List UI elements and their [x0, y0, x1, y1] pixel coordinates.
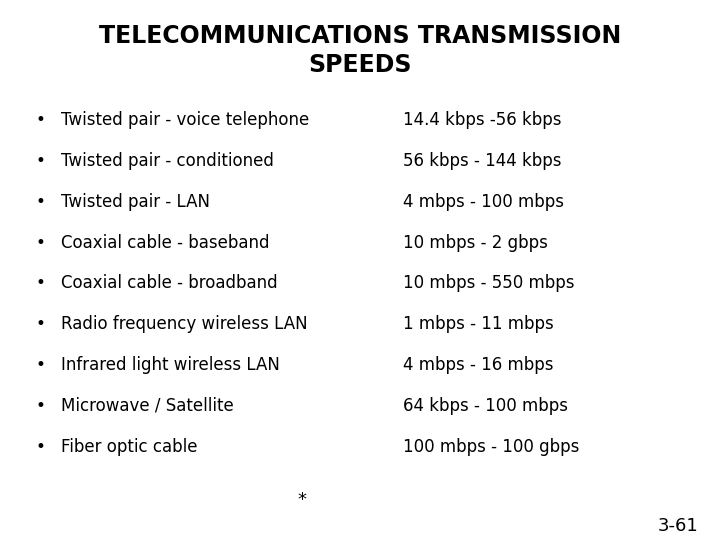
Text: Twisted pair - LAN: Twisted pair - LAN — [61, 193, 210, 211]
Text: 4 mbps - 100 mbps: 4 mbps - 100 mbps — [403, 193, 564, 211]
Text: •: • — [36, 111, 46, 129]
Text: •: • — [36, 315, 46, 333]
Text: Fiber optic cable: Fiber optic cable — [61, 437, 198, 456]
Text: Twisted pair - conditioned: Twisted pair - conditioned — [61, 152, 274, 170]
Text: Microwave / Satellite: Microwave / Satellite — [61, 397, 234, 415]
Text: •: • — [36, 356, 46, 374]
Text: 4 mbps - 16 mbps: 4 mbps - 16 mbps — [403, 356, 554, 374]
Text: 10 mbps - 2 gbps: 10 mbps - 2 gbps — [403, 234, 548, 252]
Text: •: • — [36, 397, 46, 415]
Text: 56 kbps - 144 kbps: 56 kbps - 144 kbps — [403, 152, 562, 170]
Text: •: • — [36, 274, 46, 293]
Text: 3-61: 3-61 — [657, 517, 698, 535]
Text: Radio frequency wireless LAN: Radio frequency wireless LAN — [61, 315, 308, 333]
Text: •: • — [36, 234, 46, 252]
Text: •: • — [36, 437, 46, 456]
Text: Twisted pair - voice telephone: Twisted pair - voice telephone — [61, 111, 310, 129]
Text: Coaxial cable - broadband: Coaxial cable - broadband — [61, 274, 278, 293]
Text: Infrared light wireless LAN: Infrared light wireless LAN — [61, 356, 280, 374]
Text: Coaxial cable - baseband: Coaxial cable - baseband — [61, 234, 270, 252]
Text: 1 mbps - 11 mbps: 1 mbps - 11 mbps — [403, 315, 554, 333]
Text: 64 kbps - 100 mbps: 64 kbps - 100 mbps — [403, 397, 568, 415]
Text: 14.4 kbps -56 kbps: 14.4 kbps -56 kbps — [403, 111, 562, 129]
Text: •: • — [36, 152, 46, 170]
Text: TELECOMMUNICATIONS TRANSMISSION
SPEEDS: TELECOMMUNICATIONS TRANSMISSION SPEEDS — [99, 24, 621, 77]
Text: *: * — [298, 490, 307, 509]
Text: 100 mbps - 100 gbps: 100 mbps - 100 gbps — [403, 437, 580, 456]
Text: •: • — [36, 193, 46, 211]
Text: 10 mbps - 550 mbps: 10 mbps - 550 mbps — [403, 274, 575, 293]
